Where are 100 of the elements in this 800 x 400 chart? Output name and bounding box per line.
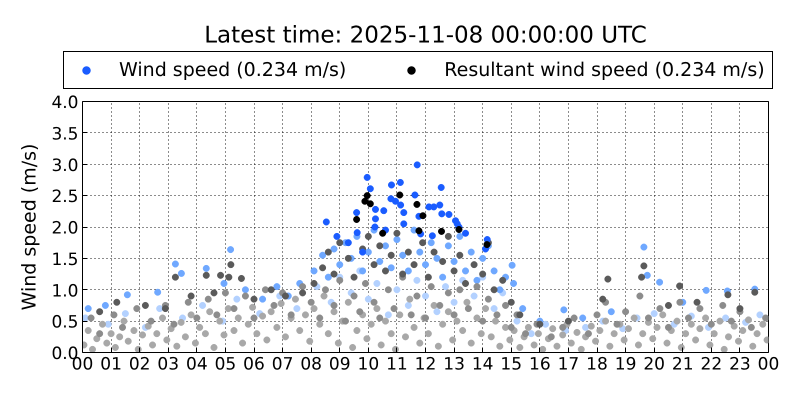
point	[122, 310, 129, 318]
point	[354, 229, 361, 236]
x-tick-label: 22	[700, 354, 722, 374]
y-axis-title: Wind speed (m/s)	[18, 144, 40, 310]
y-tick-label: 3.5	[51, 124, 79, 144]
point	[640, 262, 648, 270]
point	[113, 298, 120, 306]
point	[604, 276, 612, 283]
point	[404, 248, 412, 256]
point	[382, 267, 389, 274]
point	[499, 276, 506, 284]
point	[462, 280, 470, 287]
point	[210, 289, 218, 296]
x-tick-label: 09	[328, 354, 351, 374]
point	[396, 192, 404, 198]
y-tick-label: 1.5	[51, 250, 79, 270]
point	[388, 252, 395, 259]
point	[322, 218, 330, 226]
point	[188, 292, 195, 300]
point	[199, 302, 206, 309]
point	[396, 178, 404, 186]
point	[413, 276, 420, 284]
point	[694, 298, 701, 306]
point	[470, 261, 478, 268]
y-tick-label: 4.0	[51, 93, 79, 113]
point	[456, 252, 464, 259]
point	[404, 302, 412, 309]
point	[433, 308, 440, 316]
y-tick-label: 1.0	[51, 281, 79, 302]
point	[380, 207, 388, 214]
point	[364, 174, 371, 181]
point	[439, 258, 446, 266]
point	[756, 311, 764, 318]
point	[310, 280, 318, 287]
x-tick-label: 06	[243, 354, 265, 374]
point	[162, 305, 169, 312]
point	[344, 254, 352, 262]
point	[419, 212, 426, 220]
point	[217, 272, 224, 279]
legend-label: Wind speed (0.234 m/s)	[119, 59, 346, 81]
point	[564, 318, 572, 325]
chart-title: Latest time: 2025-11-08 00:00:00 UTC	[204, 22, 647, 48]
point	[411, 192, 418, 198]
point	[428, 232, 436, 240]
x-tick-label: 11	[386, 354, 408, 374]
x-tick-label: 07	[272, 354, 294, 374]
point	[528, 330, 535, 338]
x-tick-label: 15	[500, 354, 522, 374]
point	[516, 311, 524, 318]
point	[438, 210, 446, 218]
point	[462, 230, 470, 237]
x-tick-label: 19	[614, 354, 636, 374]
point	[384, 311, 392, 318]
point	[724, 291, 732, 298]
point	[582, 324, 590, 331]
point	[393, 230, 400, 237]
point	[450, 298, 458, 306]
point	[388, 181, 395, 188]
point	[430, 248, 438, 256]
point	[442, 283, 450, 290]
point	[364, 192, 371, 200]
point	[142, 302, 149, 309]
point	[444, 232, 452, 240]
point	[397, 202, 404, 209]
point	[227, 261, 234, 268]
point	[438, 228, 446, 235]
x-tick-label: 14	[472, 354, 494, 374]
point	[333, 232, 340, 240]
point	[293, 305, 300, 312]
point	[445, 210, 452, 218]
point	[336, 239, 344, 246]
x-tick-label: 18	[586, 354, 608, 374]
point	[324, 248, 332, 256]
point	[400, 220, 408, 228]
x-tick-label: 16	[529, 354, 551, 374]
y-tick-label: 0.5	[51, 312, 79, 333]
x-tick-label: 05	[214, 354, 236, 374]
point	[372, 206, 379, 213]
point	[542, 320, 550, 328]
point	[96, 308, 104, 316]
x-tick-label: 21	[672, 354, 694, 374]
y-tick-label: 2.0	[51, 218, 79, 238]
point	[414, 161, 421, 168]
point	[450, 267, 458, 274]
point	[751, 288, 758, 296]
y-tick-label: 3.0	[51, 156, 79, 176]
point	[393, 286, 400, 294]
x-tick-label: 23	[729, 354, 751, 374]
point	[373, 280, 380, 287]
point	[364, 296, 372, 303]
point	[676, 282, 684, 290]
point	[202, 272, 210, 279]
point	[268, 286, 275, 294]
point	[638, 274, 646, 281]
point	[371, 224, 378, 230]
x-tick-label: 02	[128, 354, 150, 374]
point	[722, 314, 730, 322]
legend-label: Resultant wind speed (0.234 m/s)	[444, 59, 765, 81]
point	[172, 274, 179, 281]
point	[536, 320, 544, 328]
